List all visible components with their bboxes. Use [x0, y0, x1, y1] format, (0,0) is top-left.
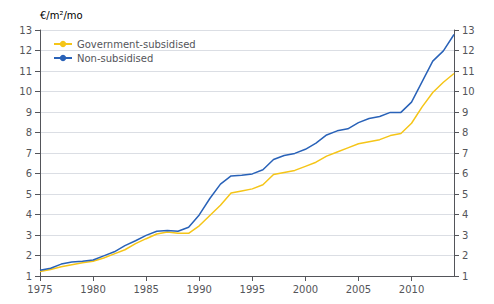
svg-text:9: 9: [26, 107, 32, 118]
svg-text:3: 3: [26, 230, 32, 241]
svg-text:7: 7: [462, 148, 468, 159]
svg-text:5: 5: [462, 189, 468, 200]
svg-text:10: 10: [462, 86, 475, 97]
svg-text:12: 12: [19, 45, 32, 56]
svg-text:6: 6: [26, 168, 32, 179]
svg-text:8: 8: [462, 127, 468, 138]
svg-text:13: 13: [462, 25, 475, 36]
svg-text:8: 8: [26, 127, 32, 138]
svg-text:2000: 2000: [293, 284, 318, 295]
svg-text:13: 13: [19, 25, 32, 36]
svg-text:11: 11: [19, 66, 32, 77]
svg-text:1975: 1975: [27, 284, 52, 295]
svg-text:9: 9: [462, 107, 468, 118]
svg-text:1980: 1980: [80, 284, 105, 295]
svg-text:2010: 2010: [399, 284, 424, 295]
svg-text:Non-subsidised: Non-subsidised: [77, 53, 153, 64]
svg-text:10: 10: [19, 86, 32, 97]
svg-text:€/m²/mo: €/m²/mo: [40, 10, 83, 21]
svg-text:7: 7: [26, 148, 32, 159]
svg-text:2: 2: [462, 250, 468, 261]
svg-text:4: 4: [26, 209, 32, 220]
svg-text:3: 3: [462, 230, 468, 241]
svg-text:12: 12: [462, 45, 475, 56]
svg-text:1: 1: [26, 271, 32, 282]
svg-text:Government-subsidised: Government-subsidised: [77, 39, 196, 50]
svg-text:4: 4: [462, 209, 468, 220]
svg-text:1: 1: [462, 271, 468, 282]
svg-text:2005: 2005: [346, 284, 371, 295]
svg-text:1985: 1985: [133, 284, 158, 295]
svg-text:1990: 1990: [187, 284, 212, 295]
svg-text:11: 11: [462, 66, 475, 77]
svg-text:5: 5: [26, 189, 32, 200]
svg-text:1995: 1995: [240, 284, 265, 295]
svg-text:2: 2: [26, 250, 32, 261]
svg-text:6: 6: [462, 168, 468, 179]
